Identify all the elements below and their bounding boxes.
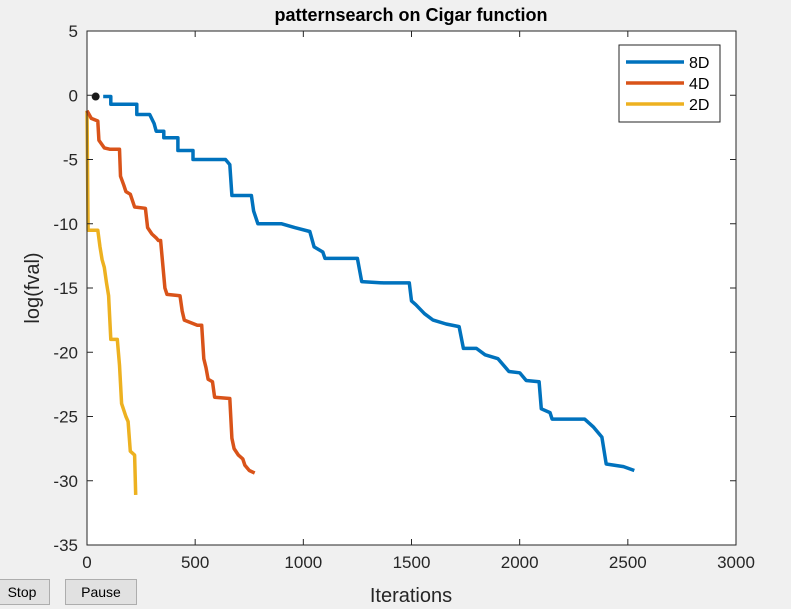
ticks-layer: 0 500 1000 1500 2000 2500 3000 5 0 -5 -10 -15 -20 -25… — [53, 22, 754, 572]
axes-box — [86, 30, 737, 546]
stop-button[interactable]: Stop — [0, 579, 50, 605]
x-axis-label: Iterations — [370, 585, 452, 607]
x-tick-label: 500 — [181, 553, 209, 572]
x-tick-label: 0 — [82, 553, 91, 572]
x-tick-label: 2500 — [609, 553, 647, 572]
y-tick-label: -35 — [53, 536, 78, 555]
pause-button[interactable]: Pause — [65, 579, 137, 605]
series-layer — [85, 92, 635, 495]
legend: 8D 4D 2D — [618, 44, 721, 123]
x-tick-label: 3000 — [717, 553, 755, 572]
series-line-8d — [103, 94, 635, 473]
x-tick-label: 1500 — [393, 553, 431, 572]
start-marker-point — [91, 92, 100, 101]
series-line-4d — [85, 109, 256, 475]
y-tick-label: 0 — [69, 86, 78, 105]
y-tick-label: 5 — [69, 22, 78, 41]
chart-title: patternsearch on Cigar function — [274, 5, 547, 25]
y-tick-label: -20 — [53, 343, 78, 362]
legend-label-2d: 2D — [689, 97, 709, 114]
x-tick-label: 2000 — [501, 553, 539, 572]
y-tick-label: -5 — [63, 151, 78, 170]
y-axis-label: log(fval) — [22, 252, 44, 323]
y-tick-label: -10 — [53, 215, 78, 234]
y-tick-label: -25 — [53, 408, 78, 427]
y-tick-label: -30 — [53, 472, 78, 491]
x-tick-label: 1000 — [284, 553, 322, 572]
legend-label-8d: 8D — [689, 55, 709, 72]
legend-label-4d: 4D — [689, 76, 709, 93]
series-line-2d — [85, 110, 138, 495]
y-tick-label: -15 — [53, 279, 78, 298]
